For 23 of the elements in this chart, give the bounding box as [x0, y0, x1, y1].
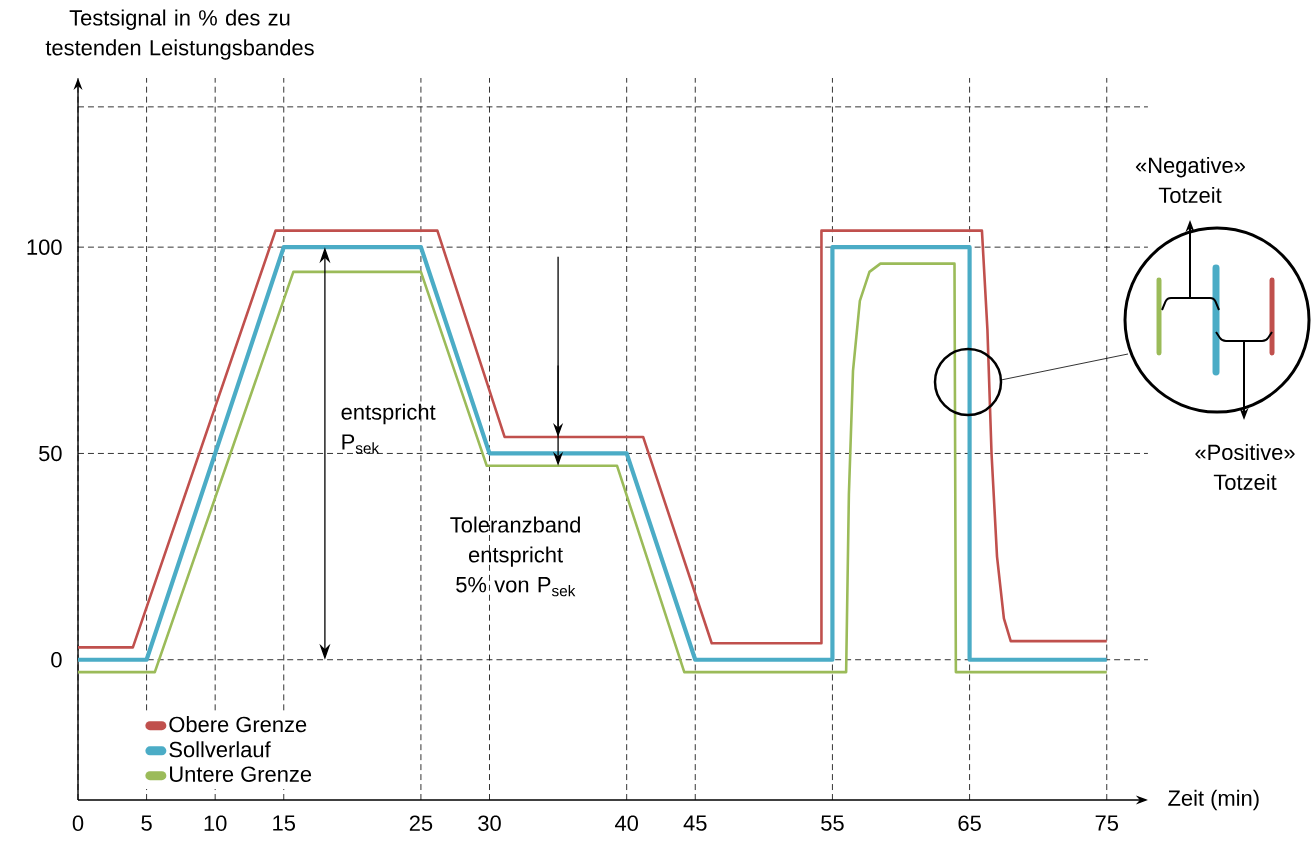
- x-tick-label: 25: [409, 815, 433, 831]
- x-tick-label: 65: [958, 815, 981, 831]
- x-tick-label: 5: [141, 815, 152, 831]
- x-tick-label: 55: [821, 815, 844, 831]
- text: «Positive» Totzeit: [1195, 443, 1295, 490]
- annotation: entspricht P$_{sek}$: [341, 403, 436, 454]
- annotation: Toleranzband entspricht 5% von P$_{sek}$: [450, 516, 580, 597]
- x-tick-label: 0: [72, 815, 84, 831]
- x-axis-title: Zeit (min): [1168, 789, 1259, 811]
- y-tick-label: 100: [27, 239, 62, 255]
- y-axis-title: Testsignal in % des zu testenden Leistungsbandes: [45, 9, 314, 60]
- x-tick-label: 30: [478, 815, 501, 831]
- x-tick-label: 40: [614, 815, 638, 831]
- x-tick-label: 15: [273, 815, 296, 831]
- x-tick-label: 45: [683, 815, 707, 831]
- y-tick-label: 50: [39, 445, 62, 462]
- y-tick-label: 0: [51, 651, 62, 668]
- legend-label: Obere Grenze: [169, 716, 307, 733]
- legend-label: Sollverlauf: [169, 741, 271, 758]
- x-tick-label: 75: [1095, 815, 1119, 831]
- legend-label: Untere Grenze: [170, 766, 312, 782]
- annotation: «Negative» Totzeit: [1135, 156, 1245, 203]
- x-tick-label: 10: [204, 815, 227, 831]
